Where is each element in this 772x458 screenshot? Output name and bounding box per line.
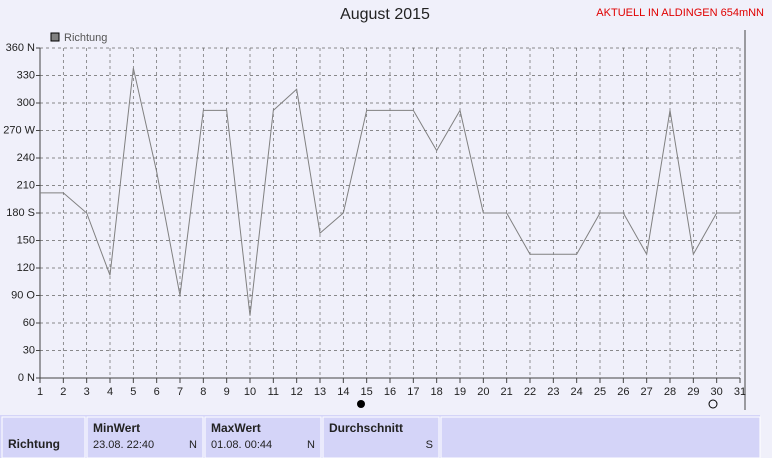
x-tick-label: 11 xyxy=(268,386,279,398)
y-tick-label: 30 xyxy=(23,344,35,356)
legend-swatch xyxy=(50,32,60,42)
y-tick-label: 210 xyxy=(17,179,35,191)
x-tick-label: 5 xyxy=(130,386,136,398)
x-tick-label: 24 xyxy=(571,386,583,398)
y-tick-label: 0 N xyxy=(18,372,35,384)
y-tick-label: 330 xyxy=(17,69,35,81)
x-tick-label: 25 xyxy=(594,386,606,398)
data-line xyxy=(40,68,740,316)
column-dir: N xyxy=(189,439,197,451)
x-tick-label: 28 xyxy=(664,386,676,398)
y-tick-label: 90 O xyxy=(11,289,35,301)
cell xyxy=(1,416,86,458)
x-tick-label: 31 xyxy=(734,386,746,398)
cell xyxy=(86,416,204,458)
x-tick-label: 4 xyxy=(107,386,113,398)
column-time: 23.08. 22:40 xyxy=(93,439,154,451)
x-tick-label: 21 xyxy=(501,386,513,398)
y-tick-label: 180 S xyxy=(6,207,35,219)
x-tick-label: 30 xyxy=(711,386,723,398)
x-tick-label: 7 xyxy=(177,386,183,398)
station-note: AKTUELL IN ALDINGEN 654mNN xyxy=(596,7,764,19)
cell xyxy=(322,416,440,458)
column-time: 01.08. 00:44 xyxy=(211,439,272,451)
column-title: MinWert xyxy=(93,421,140,435)
x-tick-label: 29 xyxy=(687,386,699,398)
y-tick-label: 240 xyxy=(17,152,35,164)
cell xyxy=(204,416,322,458)
column-title: Durchschnitt xyxy=(329,421,403,435)
x-tick-label: 22 xyxy=(524,386,536,398)
x-tick-label: 15 xyxy=(361,386,373,398)
y-tick-label: 120 xyxy=(17,262,35,274)
chart-title: August 2015 xyxy=(340,6,430,23)
y-tick-label: 270 W xyxy=(3,124,35,136)
x-tick-label: 13 xyxy=(314,386,326,398)
x-tick-label: 10 xyxy=(244,386,256,398)
moon-full xyxy=(708,399,718,409)
column-dir: S xyxy=(426,439,433,451)
y-tick-label: 300 xyxy=(17,97,35,109)
column-dir: N xyxy=(307,439,315,451)
legend-label: Richtung xyxy=(64,32,107,44)
y-tick-label: 60 xyxy=(23,317,35,329)
row-label: Richtung xyxy=(8,437,60,451)
column-title: MaxWert xyxy=(211,421,261,435)
x-tick-label: 27 xyxy=(641,386,653,398)
x-tick-label: 16 xyxy=(384,386,396,398)
x-tick-label: 14 xyxy=(337,386,349,398)
y-tick-label: 360 N xyxy=(6,42,35,54)
y-tick-label: 150 xyxy=(17,234,35,246)
x-tick-label: 20 xyxy=(477,386,489,398)
x-tick-label: 26 xyxy=(617,386,629,398)
x-tick-label: 17 xyxy=(407,386,419,398)
x-tick-label: 12 xyxy=(291,386,303,398)
moon-new xyxy=(357,400,365,408)
x-tick-label: 3 xyxy=(84,386,90,398)
x-tick-label: 9 xyxy=(224,386,230,398)
x-tick-label: 23 xyxy=(547,386,559,398)
x-tick-label: 2 xyxy=(60,386,66,398)
cell xyxy=(440,416,761,458)
x-tick-label: 1 xyxy=(37,386,43,398)
x-tick-label: 19 xyxy=(454,386,466,398)
summary-table: Richtung xyxy=(0,415,761,458)
x-tick-label: 8 xyxy=(200,386,206,398)
x-tick-label: 18 xyxy=(431,386,443,398)
x-tick-label: 6 xyxy=(154,386,160,398)
